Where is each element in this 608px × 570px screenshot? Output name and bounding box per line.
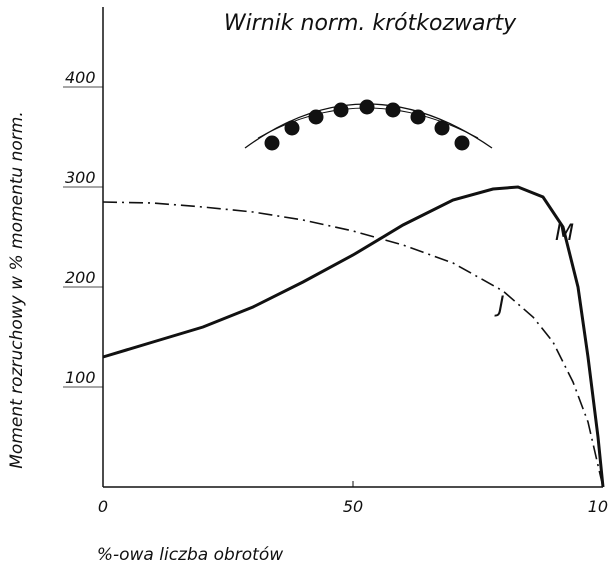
y-tick-label: 200 [65, 268, 96, 287]
y-tick-label: 300 [65, 168, 96, 187]
series-label: J [494, 293, 505, 318]
y-tick-label: 400 [65, 68, 96, 87]
x-axis-label: %-owa liczba obrotów [97, 545, 283, 565]
chart-title: Wirnik norm. krótkozwarty [224, 11, 517, 36]
series-line [102, 201, 604, 488]
x-tick-label: 50 [343, 497, 363, 516]
rotor-sketch [244, 99, 493, 151]
series-label: M [555, 221, 574, 246]
y-tick-label: 100 [65, 368, 96, 387]
x-tick-label: 100 [588, 497, 608, 516]
y-axis-label: Moment rozruchowy w % momentu norm. [7, 111, 27, 469]
x-tick-label: 0 [98, 497, 108, 516]
series-line [102, 185, 605, 488]
